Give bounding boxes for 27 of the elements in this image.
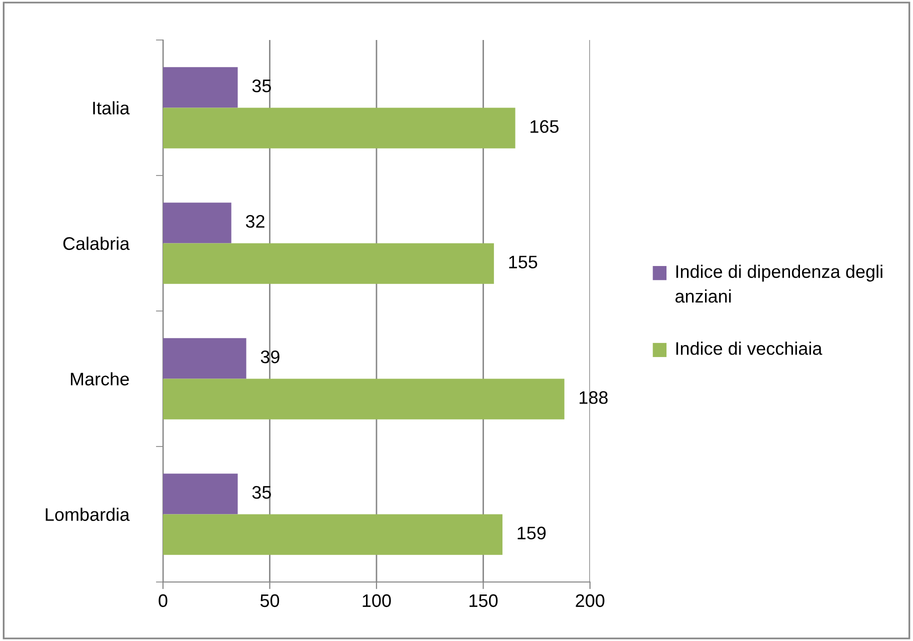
bar (163, 108, 516, 148)
y-tick-label: Calabria (63, 236, 130, 250)
x-tick-label: 150 (470, 594, 498, 608)
bar (163, 67, 238, 108)
data-label: 35 (252, 79, 271, 92)
y-tick-label: Marche (70, 372, 129, 386)
data-label: 159 (518, 526, 546, 540)
bar (163, 338, 246, 379)
bar (163, 243, 494, 284)
y-tick-label: Italia (93, 101, 130, 114)
bar (163, 514, 502, 555)
bar (163, 202, 232, 244)
x-tick-label: 0 (158, 594, 168, 608)
bar (163, 474, 238, 514)
x-tick-label: 200 (576, 594, 604, 608)
data-label: 188 (580, 391, 608, 404)
x-tick-label: 50 (260, 594, 280, 608)
y-tick-label: Lombardia (46, 508, 130, 521)
data-label: 35 (252, 486, 271, 499)
data-label: 165 (530, 120, 559, 133)
bar (163, 378, 564, 420)
data-label: 39 (260, 350, 280, 364)
legend-label: Indice di vecchiaia (676, 342, 822, 355)
data-label: 32 (246, 214, 264, 228)
x-tick-label: 100 (362, 594, 391, 608)
legend-label: Indice di dipendenza degli anziani (675, 264, 882, 303)
data-label: 155 (509, 256, 538, 268)
